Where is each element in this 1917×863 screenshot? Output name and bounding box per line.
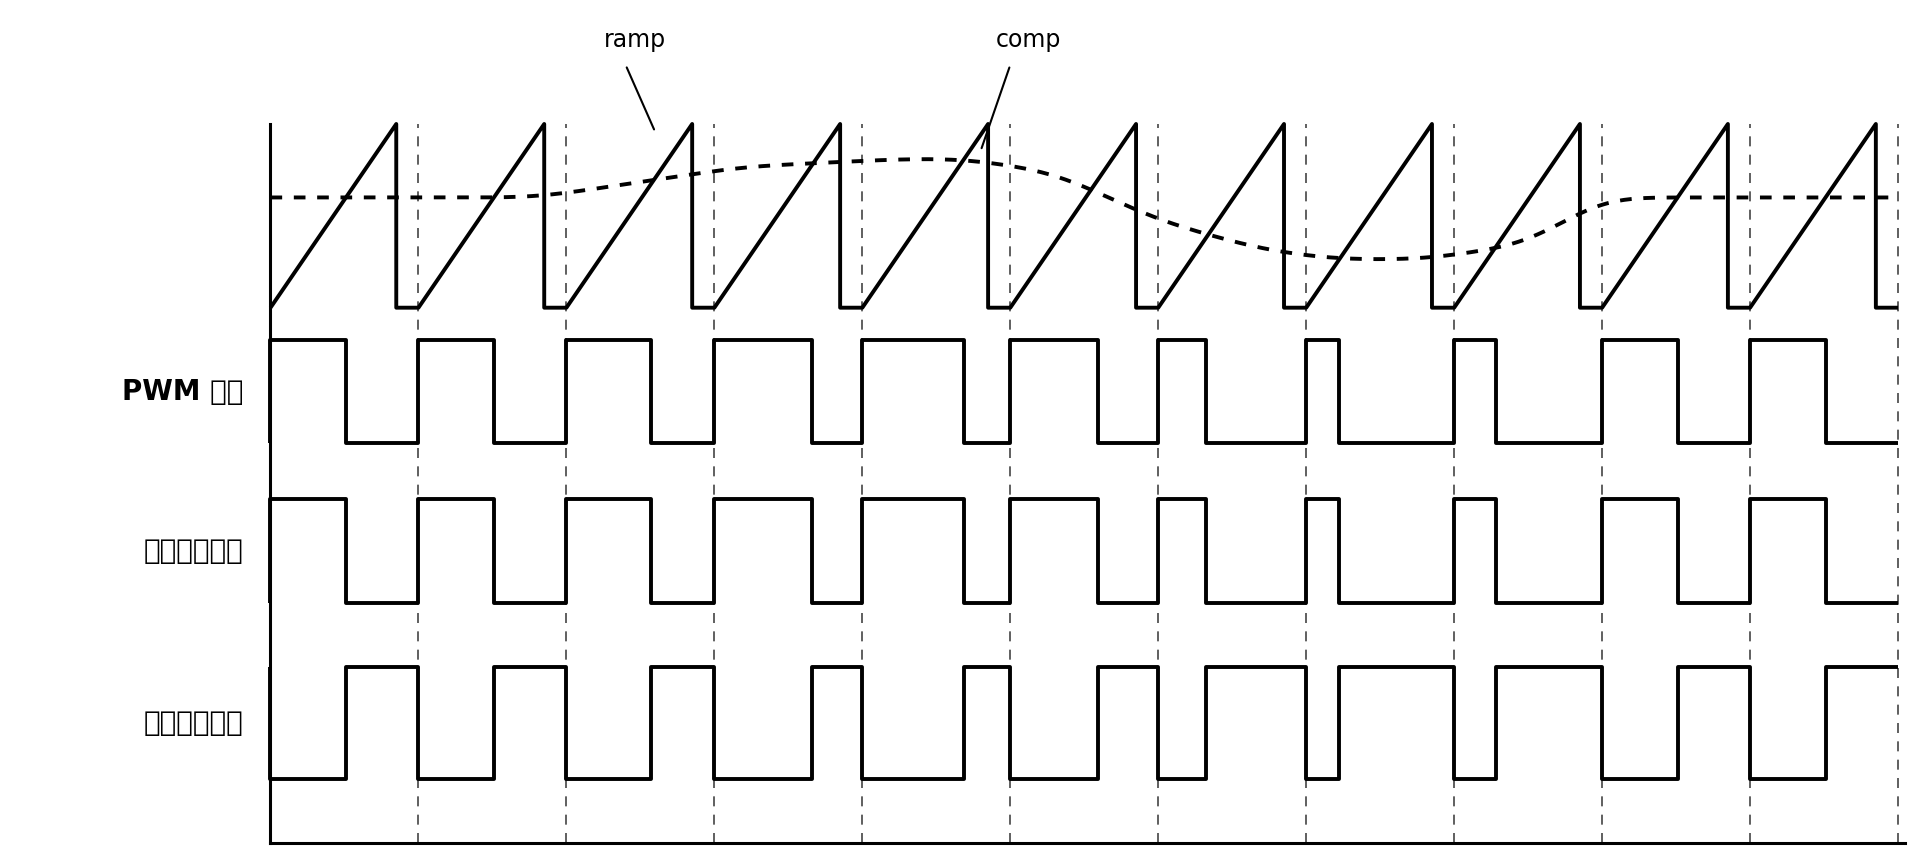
Text: 第一驱动信号: 第一驱动信号 xyxy=(144,538,243,565)
Text: comp: comp xyxy=(995,28,1060,52)
Text: ramp: ramp xyxy=(604,28,665,52)
Text: PWM 信号: PWM 信号 xyxy=(123,377,243,406)
Text: 第二驱动信号: 第二驱动信号 xyxy=(144,709,243,737)
